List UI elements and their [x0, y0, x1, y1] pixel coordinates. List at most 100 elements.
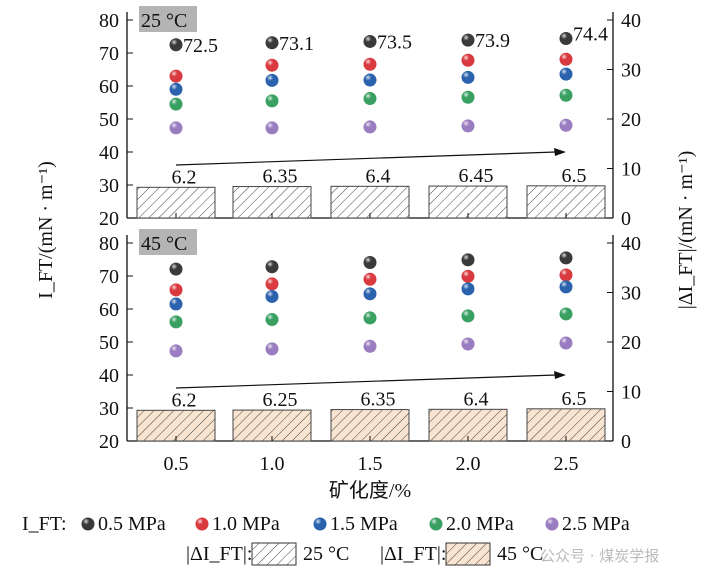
data-point-05MPa-highlight	[265, 36, 279, 50]
x-tick-label: 1.5	[358, 453, 383, 475]
data-point-05MPa-highlight	[461, 253, 475, 267]
data-point-05MPa-highlight	[559, 31, 573, 45]
left-axis-title: I_FT/(mN · m⁻¹)	[35, 161, 57, 299]
data-point-25MPa-highlight	[169, 121, 183, 135]
legend-marker-highlight	[313, 517, 327, 531]
right-tick-label: 20	[621, 109, 641, 131]
bar-label: 6.4	[366, 165, 391, 187]
data-point-10MPa-highlight	[363, 272, 377, 286]
legend-marker-highlight	[81, 517, 95, 531]
data-point-15MPa-highlight	[265, 73, 279, 87]
left-tick-label: 60	[99, 76, 119, 98]
right-tick-label: 10	[621, 159, 641, 181]
right-tick-label: 0	[621, 208, 631, 230]
legend-label: 1.0 MPa	[212, 513, 280, 535]
panel-label-bg	[139, 6, 197, 32]
legend-marker-highlight	[545, 517, 559, 531]
data-point-20MPa-highlight	[559, 88, 573, 102]
x-tick-label: 2.5	[554, 453, 579, 475]
left-tick-label: 40	[99, 365, 119, 387]
data-point-25MPa-highlight	[169, 344, 183, 358]
data-label: 72.5	[183, 35, 218, 57]
bar-label: 6.5	[562, 388, 587, 410]
x-axis-title: 矿化度/%	[329, 479, 411, 502]
left-tick-label: 70	[99, 43, 119, 65]
data-point-25MPa-highlight	[559, 336, 573, 350]
legend-label: 2.0 MPa	[446, 513, 514, 535]
data-point-15MPa-highlight	[559, 280, 573, 294]
data-point-20MPa-highlight	[265, 313, 279, 327]
bar-label: 6.2	[172, 166, 197, 188]
data-point-10MPa-highlight	[559, 268, 573, 282]
left-tick-label: 40	[99, 142, 119, 164]
panel-label: 25 °C	[141, 10, 187, 32]
bar-hatch	[233, 410, 311, 441]
x-tick-label: 2.0	[456, 453, 481, 475]
bar-label: 6.4	[464, 388, 489, 410]
left-tick-label: 80	[99, 233, 119, 255]
data-label: 73.1	[279, 33, 314, 55]
bar-hatch	[527, 185, 605, 218]
data-point-20MPa-highlight	[363, 92, 377, 106]
trend-arrow-head	[554, 148, 566, 156]
data-point-20MPa-highlight	[169, 315, 183, 329]
left-tick-label: 70	[99, 266, 119, 288]
left-tick-label: 20	[99, 208, 119, 230]
data-point-15MPa-highlight	[363, 287, 377, 301]
data-point-25MPa-highlight	[265, 121, 279, 135]
data-point-10MPa-highlight	[169, 69, 183, 83]
data-point-10MPa-highlight	[461, 269, 475, 283]
data-point-05MPa-highlight	[169, 262, 183, 276]
bar-label: 6.45	[459, 165, 494, 187]
panel-label-bg	[139, 229, 197, 255]
data-point-15MPa-highlight	[559, 67, 573, 81]
legend-swatch-45-hatch	[446, 543, 490, 565]
legend-marker-highlight	[429, 517, 443, 531]
data-point-20MPa-highlight	[265, 94, 279, 108]
right-tick-label: 10	[621, 382, 641, 404]
data-point-20MPa-highlight	[461, 90, 475, 104]
legend-marker-highlight	[195, 517, 209, 531]
data-point-20MPa-highlight	[169, 97, 183, 111]
left-tick-label: 30	[99, 398, 119, 420]
right-tick-label: 40	[621, 233, 641, 255]
data-point-10MPa-highlight	[265, 58, 279, 72]
bar-label: 6.35	[361, 389, 396, 411]
data-point-05MPa-highlight	[461, 33, 475, 47]
data-point-25MPa-highlight	[363, 120, 377, 134]
data-point-25MPa-highlight	[461, 119, 475, 133]
legend-label-45: 45 °C	[497, 543, 543, 565]
right-tick-label: 30	[621, 283, 641, 305]
panel-label: 45 °C	[141, 233, 187, 255]
left-tick-label: 20	[99, 431, 119, 453]
data-point-25MPa-highlight	[461, 337, 475, 351]
data-point-05MPa-highlight	[265, 260, 279, 274]
legend-bar-prefix-25: |ΔI_FT|:	[186, 543, 252, 565]
x-tick-label: 0.5	[164, 453, 189, 475]
data-point-05MPa-highlight	[363, 34, 377, 48]
data-point-20MPa-highlight	[559, 307, 573, 321]
data-point-20MPa-highlight	[461, 309, 475, 323]
right-tick-label: 20	[621, 332, 641, 354]
bar-label: 6.5	[562, 165, 587, 187]
trend-arrow-line	[175, 374, 557, 389]
left-tick-label: 80	[99, 10, 119, 32]
bar-hatch	[233, 186, 311, 218]
data-point-25MPa-highlight	[265, 342, 279, 356]
left-tick-label: 50	[99, 332, 119, 354]
bar-label: 6.25	[263, 389, 298, 411]
legend-label: 1.5 MPa	[330, 513, 398, 535]
bar-hatch	[429, 186, 507, 218]
data-point-05MPa-highlight	[363, 255, 377, 269]
data-label: 74.4	[573, 23, 608, 45]
data-point-15MPa-highlight	[265, 289, 279, 303]
bar-hatch	[429, 409, 507, 441]
data-point-20MPa-highlight	[363, 311, 377, 325]
data-label: 73.5	[377, 31, 412, 53]
right-tick-label: 40	[621, 10, 641, 32]
data-point-05MPa-highlight	[169, 38, 183, 52]
legend-label: 2.5 MPa	[562, 513, 630, 535]
legend-swatch-25-hatch	[252, 543, 296, 565]
bar-label: 6.2	[172, 389, 197, 411]
